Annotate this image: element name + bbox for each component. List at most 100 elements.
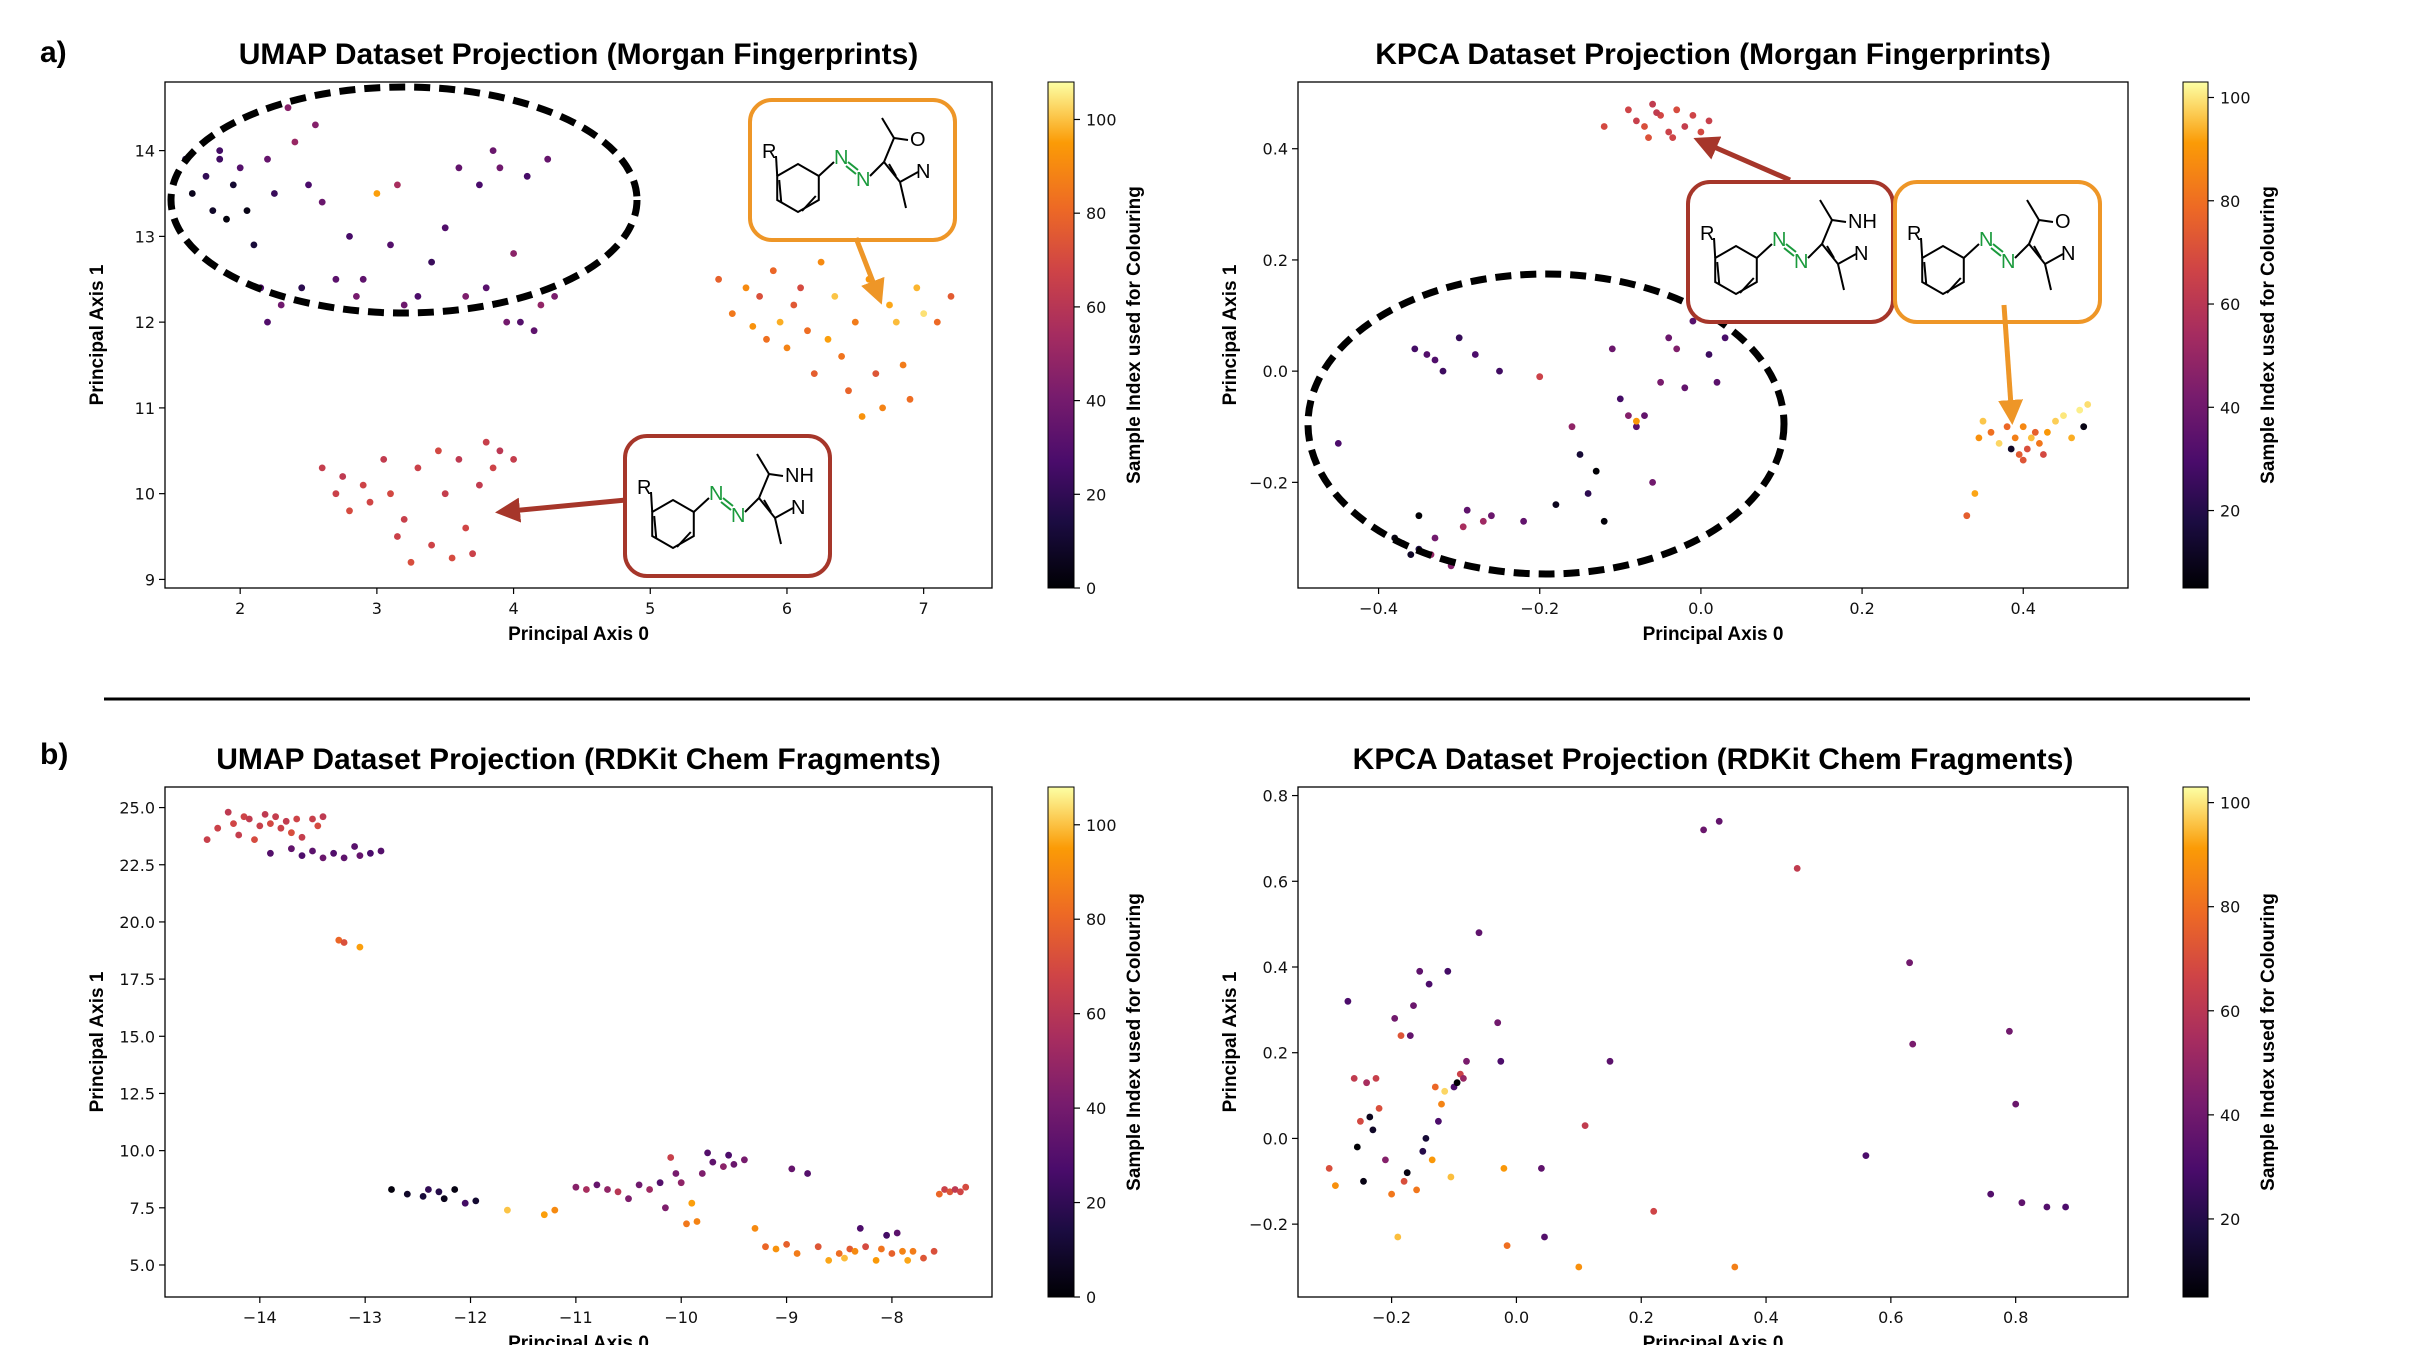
arrow-pyrazole-kpca (1693, 136, 1791, 183)
scatter-point (906, 395, 914, 403)
scatter-point (846, 1245, 854, 1253)
scatter-point (216, 147, 224, 155)
scatter-point (824, 335, 832, 343)
scatter-point (1411, 345, 1419, 353)
azo-nitrogen-1: N (1979, 229, 1993, 251)
scatter-point (720, 1163, 727, 1170)
scatter-point (428, 541, 435, 549)
scatter-point (1369, 1126, 1377, 1134)
x-tick-label: 0.6 (1878, 1308, 1903, 1327)
scatter-point (435, 1188, 443, 1196)
scatter-point (530, 327, 538, 335)
y-tick-label: −0.2 (1249, 1215, 1288, 1234)
scatter-point (503, 318, 511, 326)
colorbar-tick-label: 20 (1086, 1194, 1106, 1213)
y-tick-label: 0.8 (1263, 787, 1288, 806)
scatter-point (1581, 1122, 1589, 1129)
scatter-point (728, 310, 736, 317)
scatter-point (472, 1197, 480, 1205)
scatter-point (1584, 490, 1592, 497)
azo-double-bond (720, 497, 734, 511)
scatter-point (1479, 517, 1487, 525)
scatter-point (305, 181, 312, 189)
x-tick-label: 4 (508, 599, 518, 618)
scatter-point (1488, 512, 1495, 520)
scatter-point (373, 190, 381, 197)
kpca-rdkit-chart: KPCA Dataset Projection (RDKit Chem Frag… (1220, 743, 2279, 1345)
scatter-point (2007, 445, 2015, 453)
scatter-point (223, 215, 230, 223)
scatter-point (783, 344, 791, 352)
points-group (203, 808, 970, 1264)
scatter-point (261, 811, 269, 818)
scatter-point (2080, 423, 2088, 431)
umap-rdkit-chart: UMAP Dataset Projection (RDKit Chem Frag… (87, 743, 1145, 1345)
ring-oxygen: O (910, 129, 926, 151)
y-axis-label: Principal Axis 1 (87, 264, 108, 405)
scatter-point (496, 164, 504, 172)
scatter-point (441, 490, 449, 498)
y-tick-label: 14 (135, 142, 155, 161)
scatter-point (1496, 367, 1503, 375)
scatter-point (1439, 367, 1447, 375)
scatter-point (482, 438, 490, 446)
scatter-point (893, 1229, 901, 1237)
colorbar-tick-label: 0 (1086, 579, 1096, 598)
colorbar-tick-label: 20 (2220, 502, 2240, 521)
scatter-point (2084, 401, 2092, 408)
scatter-point (476, 481, 483, 489)
y-tick-label: 10 (135, 485, 155, 504)
scatter-point (862, 1243, 869, 1251)
scatter-point (2040, 451, 2047, 458)
molecule-bonds (1920, 199, 2064, 296)
scatter-point (810, 370, 818, 377)
scatter-point (504, 1206, 511, 1214)
colorbar-tick-label: 60 (1086, 1005, 1106, 1024)
scatter-point (537, 301, 545, 309)
scatter-point (1649, 479, 1656, 486)
y-tick-label: 0.4 (1263, 140, 1288, 159)
scatter-point (1438, 1100, 1445, 1108)
x-tick-label: 0.2 (1849, 599, 1874, 618)
scatter-point (403, 1190, 411, 1198)
scatter-point (551, 1206, 559, 1214)
scatter-point (1344, 997, 1352, 1005)
x-axis-label: Principal Axis 0 (508, 1333, 649, 1345)
colorbar (2182, 81, 2209, 589)
scatter-point (1435, 1117, 1442, 1125)
scatter-point (851, 318, 859, 326)
scatter-point (1453, 1079, 1461, 1087)
y-tick-label: 10.0 (119, 1142, 155, 1161)
colorbar-tick-label: 20 (1086, 485, 1106, 504)
scatter-point (933, 318, 941, 326)
scatter-point (461, 1199, 469, 1207)
scatter-point (250, 241, 258, 249)
scatter-point (2031, 428, 2039, 436)
ring-nitrogen: N (2061, 243, 2075, 265)
scatter-point (2068, 434, 2076, 442)
scatter-point (1325, 1165, 1333, 1172)
scatter-point (858, 413, 866, 420)
scatter-point (1415, 512, 1423, 520)
scatter-point (1431, 534, 1439, 542)
scatter-point (284, 104, 292, 112)
scatter-point (1419, 1147, 1427, 1155)
scatter-point (455, 164, 463, 172)
scatter-point (377, 847, 385, 855)
y-tick-label: 12 (135, 313, 155, 332)
scatter-point (1995, 440, 2003, 447)
scatter-point (1700, 826, 1707, 834)
scatter-point (2036, 440, 2043, 447)
scatter-point (1475, 929, 1483, 937)
scatter-point (288, 845, 295, 853)
scatter-point (2060, 412, 2067, 419)
scatter-point (380, 456, 388, 463)
scatter-point (769, 267, 777, 275)
y-tick-label: 5.0 (130, 1256, 155, 1275)
scatter-point (1366, 1113, 1374, 1121)
scatter-point (751, 1225, 759, 1232)
scatter-point (388, 1186, 395, 1193)
scatter-point (704, 1149, 711, 1157)
scatter-point (1669, 134, 1677, 142)
